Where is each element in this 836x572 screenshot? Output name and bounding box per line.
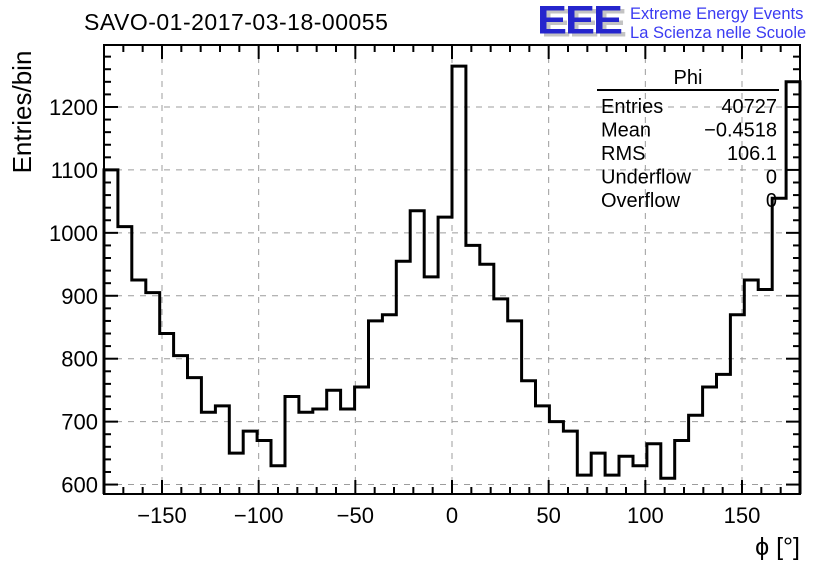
stats-row-value: 0 bbox=[766, 190, 777, 212]
stats-row-value: 106.1 bbox=[727, 143, 777, 165]
x-axis-title: ϕ [°] bbox=[755, 533, 800, 561]
stats-row-label: Entries bbox=[601, 96, 663, 118]
eee-logo-letters: EEE bbox=[537, 0, 623, 43]
y-tick-label: 700 bbox=[61, 410, 98, 435]
x-tick-label: 0 bbox=[446, 503, 458, 528]
x-tick-label: −50 bbox=[337, 503, 374, 528]
y-axis-tick-labels: 600 700 800 900 1000 1100 1200 bbox=[49, 95, 98, 498]
x-tick-label: 100 bbox=[627, 503, 664, 528]
stats-row-label: Underflow bbox=[601, 167, 692, 189]
x-tick-label: −150 bbox=[137, 503, 187, 528]
eee-logo-tagline-line2: La Scienza nelle Scuole bbox=[630, 24, 807, 42]
y-tick-label: 1000 bbox=[49, 221, 98, 246]
stats-row-value: 40727 bbox=[721, 96, 777, 118]
stats-title: Phi bbox=[674, 67, 703, 89]
x-tick-label: 50 bbox=[536, 503, 560, 528]
eee-logo-tagline-line1: Extreme Energy Events bbox=[630, 5, 804, 23]
stats-row-value: −0.4518 bbox=[704, 120, 777, 142]
axis-titles: ϕ [°] Entries/bin bbox=[7, 51, 800, 561]
y-tick-label: 800 bbox=[61, 347, 98, 372]
y-tick-label: 600 bbox=[61, 473, 98, 498]
x-tick-label: 150 bbox=[724, 503, 761, 528]
stats-row-value: 0 bbox=[766, 167, 777, 189]
histogram-path bbox=[102, 64, 802, 494]
eee-logo-tagline: Extreme Energy Events La Scienza nelle S… bbox=[630, 5, 806, 43]
x-tick-label: −100 bbox=[234, 503, 284, 528]
stats-row-label: RMS bbox=[601, 143, 645, 165]
page-title: SAVO-01-2017-03-18-00055 bbox=[84, 9, 389, 35]
stats-row-label: Overflow bbox=[601, 190, 680, 212]
histogram-step-line bbox=[102, 64, 802, 494]
y-tick-label: 900 bbox=[61, 284, 98, 309]
x-axis-tick-labels: −150 −100 −50 0 50 100 150 bbox=[137, 503, 760, 528]
eee-logo: EEE Extreme Energy Events La Scienza nel… bbox=[537, 0, 806, 44]
y-tick-label: 1200 bbox=[49, 95, 98, 120]
stats-row-label: Mean bbox=[601, 120, 651, 142]
axis-ticks bbox=[104, 45, 800, 494]
stats-box: Phi Entries 40727 Mean −0.4518 RMS 106.1 Underf… bbox=[597, 67, 779, 212]
y-tick-label: 1100 bbox=[51, 158, 98, 183]
y-axis-title: Entries/bin bbox=[7, 51, 37, 174]
